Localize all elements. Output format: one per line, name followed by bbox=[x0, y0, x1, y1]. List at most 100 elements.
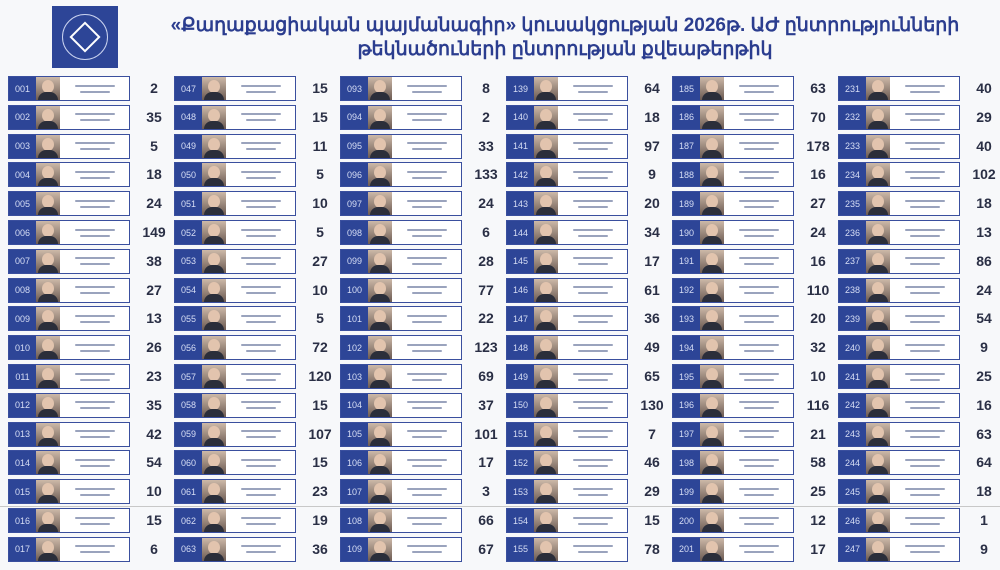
candidate-row: 013 42 bbox=[8, 421, 173, 447]
candidate-number: 155 bbox=[507, 537, 534, 561]
candidate-photo bbox=[202, 365, 226, 388]
candidate-row: 151 7 bbox=[506, 421, 671, 447]
vote-count: 54 bbox=[146, 454, 162, 471]
candidate-photo bbox=[202, 134, 226, 158]
candidate-row: 101 22 bbox=[340, 306, 505, 332]
candidate-card: 186 bbox=[672, 104, 794, 130]
candidate-name bbox=[890, 480, 959, 503]
candidate-row: 190 24 bbox=[672, 220, 837, 245]
candidate-number: 194 bbox=[673, 336, 700, 360]
candidate-photo bbox=[202, 307, 226, 331]
candidate-row: 006 149 bbox=[8, 220, 173, 245]
vote-count: 63 bbox=[976, 425, 992, 442]
candidate-row: 187 178 bbox=[672, 133, 837, 159]
candidate-name bbox=[392, 77, 461, 100]
candidate-number: 197 bbox=[673, 422, 700, 446]
candidate-name bbox=[226, 250, 295, 273]
candidate-name bbox=[392, 221, 461, 244]
candidate-row: 063 36 bbox=[174, 536, 339, 562]
candidate-photo bbox=[866, 393, 890, 417]
vote-count: 58 bbox=[810, 454, 826, 471]
candidate-row: 247 9 bbox=[838, 536, 1000, 562]
candidate-photo bbox=[202, 192, 226, 216]
candidate-name bbox=[226, 509, 295, 532]
candidate-card: 096 bbox=[340, 162, 462, 188]
candidate-photo bbox=[36, 278, 60, 302]
candidate-photo bbox=[36, 163, 60, 187]
candidate-name bbox=[226, 307, 295, 330]
candidate-photo bbox=[36, 307, 60, 331]
candidate-row: 007 38 bbox=[8, 248, 173, 274]
candidate-photo bbox=[866, 480, 890, 504]
candidate-photo bbox=[36, 422, 60, 446]
candidate-card: 106 bbox=[340, 450, 462, 476]
candidate-number: 187 bbox=[673, 134, 700, 158]
candidate-row: 141 97 bbox=[506, 133, 671, 159]
candidate-name bbox=[60, 221, 129, 244]
vote-count: 149 bbox=[142, 224, 166, 240]
candidate-card: 236 bbox=[838, 220, 960, 245]
candidate-row: 185 63 bbox=[672, 76, 837, 101]
vote-count: 5 bbox=[316, 166, 324, 183]
candidate-card: 097 bbox=[340, 191, 462, 217]
vote-count: 35 bbox=[146, 108, 162, 125]
party-logo bbox=[52, 6, 118, 68]
candidate-photo bbox=[36, 537, 60, 561]
candidate-row: 193 20 bbox=[672, 306, 837, 332]
candidate-row: 014 54 bbox=[8, 450, 173, 476]
candidate-photo bbox=[534, 393, 558, 417]
vote-count: 3 bbox=[482, 483, 490, 500]
candidate-photo bbox=[700, 134, 724, 158]
candidate-number: 234 bbox=[839, 163, 866, 187]
vote-count: 36 bbox=[644, 310, 660, 327]
candidate-row: 143 20 bbox=[506, 191, 671, 217]
candidate-number: 247 bbox=[839, 537, 866, 561]
vote-count: 20 bbox=[810, 310, 826, 327]
candidate-row: 011 23 bbox=[8, 364, 173, 389]
vote-count: 34 bbox=[644, 224, 660, 240]
vote-count: 61 bbox=[644, 281, 660, 298]
candidate-name bbox=[558, 394, 627, 417]
candidate-photo bbox=[700, 77, 724, 100]
vote-count: 178 bbox=[806, 137, 830, 154]
candidate-name bbox=[890, 279, 959, 302]
candidate-photo bbox=[534, 480, 558, 504]
candidate-photo bbox=[534, 422, 558, 446]
candidate-number: 050 bbox=[175, 163, 202, 187]
candidate-card: 242 bbox=[838, 392, 960, 418]
candidate-row: 188 16 bbox=[672, 162, 837, 188]
candidate-number: 051 bbox=[175, 192, 202, 216]
candidate-row: 200 12 bbox=[672, 508, 837, 533]
candidate-number: 012 bbox=[9, 393, 36, 417]
candidate-name bbox=[392, 135, 461, 158]
candidate-name bbox=[226, 279, 295, 302]
candidate-number: 147 bbox=[507, 307, 534, 331]
candidate-photo bbox=[534, 307, 558, 331]
candidate-name bbox=[226, 192, 295, 215]
candidate-card: 142 bbox=[506, 162, 628, 188]
vote-count: 5 bbox=[316, 224, 324, 240]
candidate-row: 201 17 bbox=[672, 536, 837, 562]
candidate-name bbox=[724, 192, 793, 215]
candidate-photo bbox=[700, 422, 724, 446]
candidate-name bbox=[226, 451, 295, 474]
vote-count: 15 bbox=[644, 512, 660, 528]
candidate-row: 015 10 bbox=[8, 479, 173, 505]
candidate-row: 055 5 bbox=[174, 306, 339, 332]
candidate-number: 245 bbox=[839, 480, 866, 504]
candidate-name bbox=[60, 307, 129, 330]
candidate-card: 240 bbox=[838, 335, 960, 361]
candidate-row: 001 2 bbox=[8, 76, 173, 101]
candidate-card: 102 bbox=[340, 335, 462, 361]
vote-count: 38 bbox=[146, 252, 162, 269]
candidate-name bbox=[60, 394, 129, 417]
candidate-number: 142 bbox=[507, 163, 534, 187]
candidate-photo bbox=[534, 77, 558, 100]
candidate-name bbox=[60, 480, 129, 503]
candidate-name bbox=[558, 135, 627, 158]
candidate-photo bbox=[368, 77, 392, 100]
candidate-row: 017 6 bbox=[8, 536, 173, 562]
candidate-photo bbox=[368, 537, 392, 561]
candidate-row: 241 25 bbox=[838, 364, 1000, 389]
candidate-name bbox=[890, 394, 959, 417]
